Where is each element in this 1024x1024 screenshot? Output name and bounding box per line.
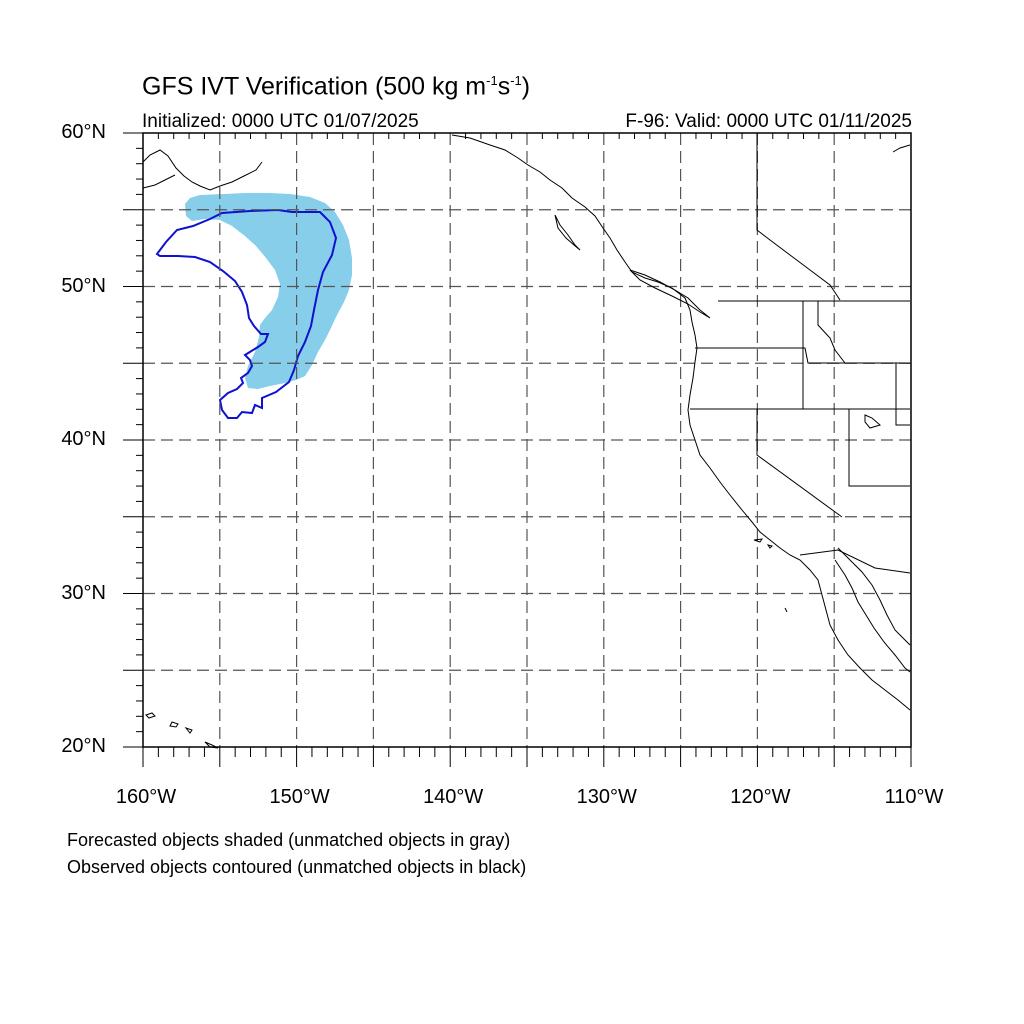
california-nevada-border	[756, 409, 843, 518]
bc-islands-outline	[554, 214, 581, 251]
legend-notes: Forecasted objects shaded (unmatched obj…	[67, 827, 526, 881]
longitude-label: 130°W	[576, 786, 637, 808]
forecast-object-shading	[185, 193, 352, 389]
plot-frame	[142, 132, 912, 748]
latitude-label: 30°N	[61, 581, 106, 604]
longitude-label: 110°W	[884, 786, 944, 808]
valid-time: F-96: Valid: 0000 UTC 01/11/2025	[625, 111, 912, 132]
canada-northeast-coast	[892, 144, 911, 153]
west-coast-outline	[451, 134, 911, 711]
baja-peninsula-outline	[834, 559, 911, 673]
montana-border	[895, 363, 910, 426]
latitude-label: 20°N	[61, 735, 106, 757]
longitude-label: 160°W	[115, 786, 177, 808]
us-mexico-border	[799, 549, 911, 574]
great-salt-lake-outline	[864, 414, 882, 429]
observed-object-contour	[155, 208, 338, 419]
lat-lon-grid	[143, 133, 911, 747]
forecast-note: Forecasted objects shaded (unmatched obj…	[67, 830, 511, 850]
coastlines-and-boundaries	[142, 133, 911, 749]
vancouver-island-outline	[629, 269, 711, 319]
alaska-coast-outline-2	[142, 174, 176, 189]
idaho-border	[802, 301, 846, 409]
axis-ticks	[123, 132, 912, 767]
observed-note: Observed objects contoured (unmatched ob…	[67, 857, 527, 877]
hawaii-islands-outline	[145, 712, 219, 749]
longitude-label: 140°W	[423, 786, 484, 808]
nevada-arizona-border	[848, 409, 910, 487]
initialized-time: Initialized: 0000 UTC 01/07/2025	[142, 111, 419, 132]
alaska-coast-outline	[142, 149, 263, 191]
washington-oregon-border	[695, 347, 910, 364]
canada-interior-border	[756, 133, 841, 301]
longitude-label: 150°W	[269, 786, 330, 808]
latitude-label: 50°N	[61, 274, 106, 297]
latitude-label: 40°N	[61, 428, 106, 450]
mexico-mainland-coast	[837, 547, 911, 646]
map-title: GFS IVT Verification (500 kg m-1s-1)	[142, 72, 531, 101]
longitude-label: 120°W	[730, 786, 791, 808]
latitude-label: 60°N	[61, 121, 106, 143]
channel-islands-outline	[753, 538, 788, 613]
